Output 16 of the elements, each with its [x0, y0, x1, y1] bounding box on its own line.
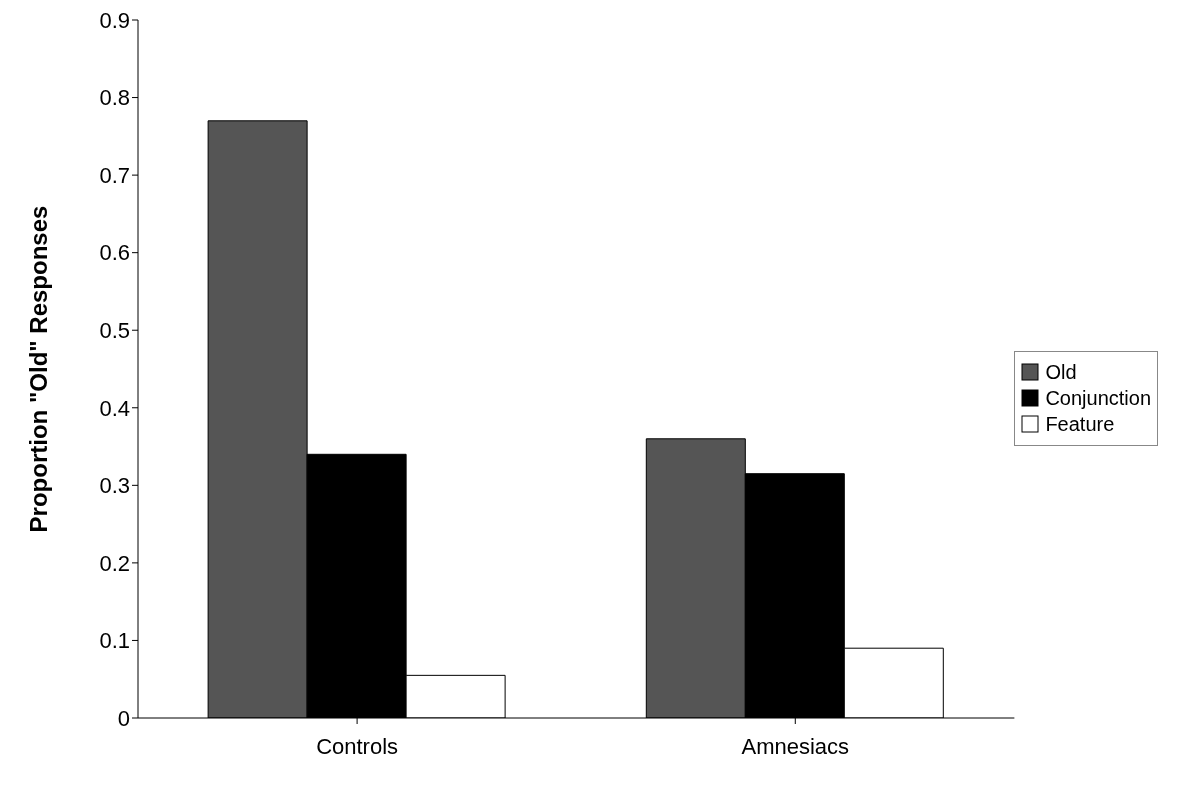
y-tick-label: 0: [117, 705, 130, 731]
y-tick-label: 0.3: [99, 473, 130, 499]
legend-label: Old: [1045, 360, 1077, 384]
y-tick-label: 0.5: [99, 318, 130, 344]
y-tick-label: 0.6: [99, 240, 130, 266]
y-tick-label: 0.4: [99, 395, 130, 421]
x-tick-label: Amnesiacs: [741, 733, 850, 759]
y-tick-label: 0.1: [99, 628, 130, 654]
y-axis-title: Proportion "Old" Responses: [24, 205, 52, 533]
x-tick-label: Controls: [316, 733, 399, 759]
y-tick-label: 0.2: [99, 550, 130, 576]
legend-label: Conjunction: [1045, 386, 1151, 410]
y-tick-label: 0.8: [99, 85, 130, 111]
y-tick-label: 0.9: [99, 7, 130, 33]
y-tick-label: 0.7: [99, 162, 130, 188]
legend-label: Feature: [1045, 412, 1115, 436]
